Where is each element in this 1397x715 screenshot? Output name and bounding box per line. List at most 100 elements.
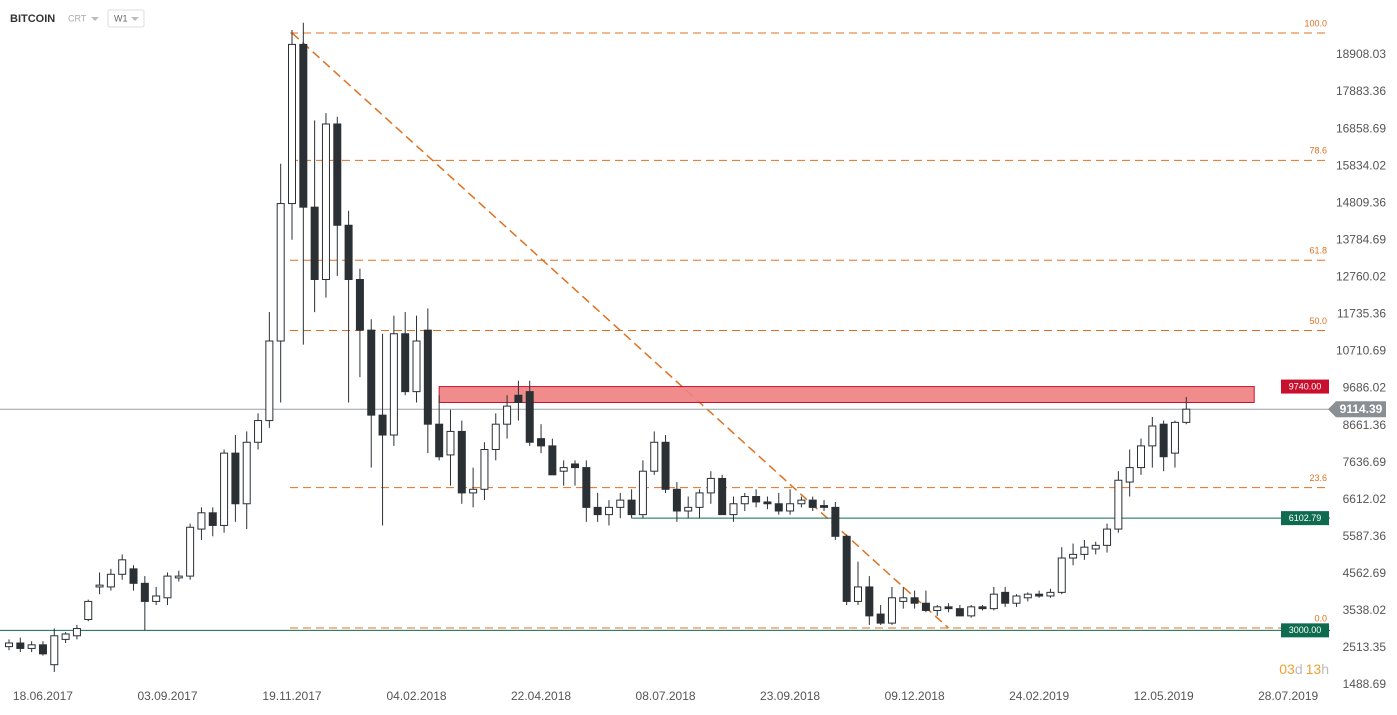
candle-body: [695, 492, 704, 508]
y-tick-label: 9686.02: [1343, 381, 1387, 395]
candle-body: [729, 503, 738, 516]
instrument-dropdown[interactable]: CRT: [68, 13, 99, 23]
candle-body: [1012, 595, 1021, 604]
candle-body: [672, 488, 681, 512]
candle-body: [616, 499, 625, 508]
countdown: 03d 13h: [1279, 661, 1329, 677]
y-tick-label: 13784.69: [1336, 232, 1386, 246]
support-label: 6102.79: [1289, 513, 1322, 523]
candle-body: [118, 559, 127, 575]
candle-body: [887, 597, 896, 624]
candle-body: [140, 582, 149, 602]
candle-body: [38, 644, 47, 655]
x-tick-label: 03.09.2017: [137, 689, 197, 703]
instrument-type[interactable]: CRT: [68, 13, 87, 23]
support-label-box: [1281, 623, 1329, 638]
candle-body: [61, 633, 70, 640]
candle-body: [989, 593, 998, 610]
y-tick-label: 11735.36: [1337, 307, 1386, 321]
x-tick-label: 18.06.2017: [13, 689, 73, 703]
candle-body: [525, 391, 534, 443]
candle-body: [933, 606, 942, 611]
candle-body: [854, 586, 862, 602]
candle-body: [808, 499, 817, 508]
candle-body: [1069, 553, 1078, 559]
y-tick-label: 5587.36: [1343, 529, 1387, 543]
candle-body: [1023, 593, 1032, 599]
candle-body: [899, 597, 908, 602]
candle-body: [571, 463, 579, 469]
candle-body: [401, 333, 410, 393]
candle-body: [5, 642, 13, 648]
candle-body: [367, 329, 376, 416]
candle-body: [310, 206, 319, 281]
y-tick-label: 17883.36: [1336, 84, 1386, 98]
y-tick-label: 14809.36: [1336, 195, 1386, 209]
candle-body: [1170, 421, 1179, 454]
fib-level-label: 50.0: [1309, 316, 1327, 326]
candle-body: [355, 279, 364, 331]
candle-body: [174, 575, 183, 579]
candle-body: [1148, 425, 1157, 447]
candle-body: [1159, 423, 1168, 458]
candle-body: [333, 123, 342, 226]
countdown-hours: 13: [1306, 661, 1322, 677]
candle-body: [220, 452, 229, 526]
y-tick-label: 1488.69: [1343, 677, 1387, 691]
candle-body: [1046, 591, 1055, 597]
candle-body: [740, 496, 749, 505]
candle-body: [446, 430, 455, 456]
candle-body: [1035, 593, 1044, 597]
candle-body: [95, 584, 104, 588]
x-tick-label: 08.07.2018: [636, 689, 696, 703]
resistance-label: 9740.00: [1289, 381, 1322, 391]
candle-body: [1114, 479, 1123, 530]
candle-body: [537, 438, 546, 447]
candle-body: [152, 595, 161, 602]
candle-body: [84, 600, 93, 620]
candle-body: [921, 602, 930, 611]
candle-body: [129, 568, 138, 584]
y-tick-label: 16858.69: [1336, 121, 1386, 135]
candle-body: [412, 340, 421, 393]
y-tick-label: 6612.02: [1343, 492, 1387, 506]
x-tick-label: 23.09.2018: [760, 689, 820, 703]
timeframe[interactable]: W1: [114, 13, 128, 23]
candle-body: [763, 501, 772, 505]
x-tick-label: 28.07.2019: [1258, 689, 1318, 703]
candle-body: [638, 470, 647, 516]
symbol-title: BITCOIN: [10, 13, 55, 25]
candle-body: [865, 586, 874, 617]
candle-body: [208, 512, 217, 526]
resistance-zone: [438, 386, 1255, 403]
candle-body: [661, 441, 670, 490]
candle-body: [1103, 528, 1112, 546]
candle-body: [978, 606, 987, 610]
support-label-box: [1281, 511, 1329, 526]
candle-body: [469, 488, 478, 494]
resistance-label-box: [1281, 379, 1329, 394]
candle-body: [265, 340, 274, 422]
support-label: 3000.00: [1289, 625, 1322, 635]
dropdown-arrow: [131, 17, 139, 21]
y-tick-label: 12760.02: [1336, 270, 1386, 284]
x-tick-label: 09.12.2018: [885, 689, 945, 703]
candle-body: [321, 123, 330, 281]
candle-body: [1080, 546, 1089, 555]
timeframe-dropdown[interactable]: W1: [107, 9, 145, 28]
y-tick-label: 4562.69: [1343, 566, 1387, 580]
candle-body: [876, 613, 885, 624]
candle-body: [16, 642, 25, 649]
x-tick-label: 24.02.2019: [1009, 689, 1069, 703]
y-tick-label: 10710.69: [1336, 344, 1386, 358]
candle-body: [1137, 445, 1145, 469]
candle-body: [435, 423, 444, 458]
candle-body: [514, 394, 523, 403]
fib-level-label: 23.6: [1309, 473, 1327, 483]
candle-body: [831, 506, 840, 537]
candle-body: [706, 477, 715, 494]
y-tick-label: 3538.02: [1343, 603, 1387, 617]
x-tick-label: 12.05.2019: [1134, 689, 1194, 703]
candle-body: [684, 506, 693, 512]
